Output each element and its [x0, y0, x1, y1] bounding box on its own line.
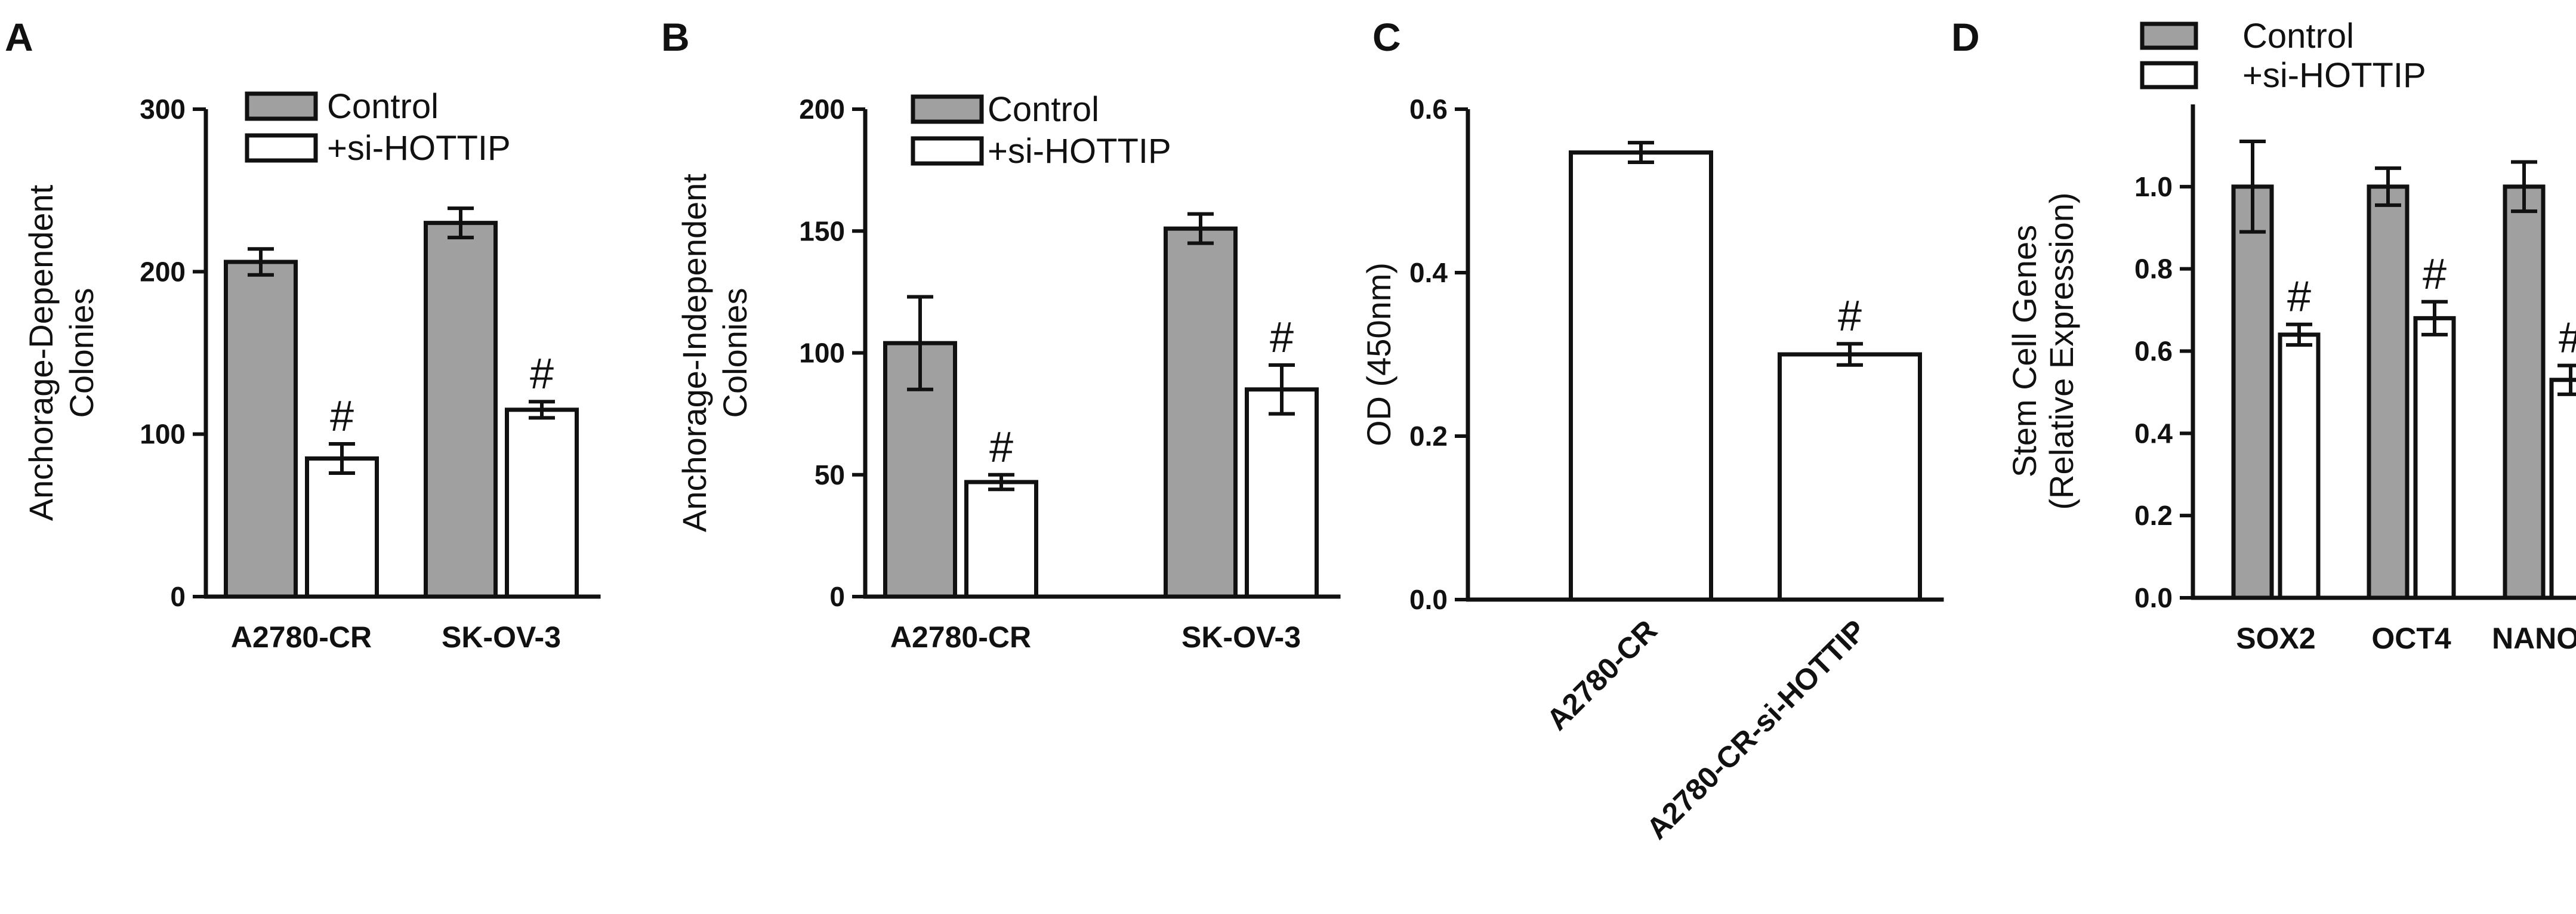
y-axis-label: OD (450nm)	[1360, 263, 1397, 446]
bar	[2503, 184, 2546, 600]
panel-letter: A	[5, 15, 33, 59]
significance-mark: #	[1270, 314, 1294, 362]
x-category-label: SK-OV-3	[1181, 620, 1301, 654]
bar	[2278, 332, 2321, 600]
legend-label: +si-HOTTIP	[327, 129, 511, 168]
legend-swatch	[2140, 61, 2198, 89]
y-tick-label: 0.4	[2134, 418, 2173, 449]
bar	[424, 221, 498, 599]
y-axis-label: Anchorage-Dependent	[22, 184, 60, 521]
y-axis-label: Colonies	[63, 288, 100, 418]
bar	[1164, 226, 1238, 599]
y-tick-label: 150	[799, 215, 845, 246]
significance-mark: #	[1838, 292, 1862, 340]
bar	[1569, 150, 1713, 602]
legend-label: Control	[2242, 17, 2354, 55]
legend-label: +si-HOTTIP	[2242, 56, 2426, 95]
bar	[2413, 316, 2456, 600]
y-tick-label: 100	[140, 419, 186, 450]
bar	[964, 480, 1038, 599]
x-category-label: A2780-CR	[231, 620, 372, 654]
legend-swatch	[245, 91, 318, 121]
x-category-label: A2780-CR	[1540, 613, 1664, 737]
y-tick-label: 0.6	[2134, 336, 2173, 367]
chart-panel-d: D 0.0 0.2 0.4 0.6 0.8 1.0 Stem Cell Genes (Relat…	[1951, 15, 2576, 655]
bar	[2231, 184, 2274, 600]
y-tick-label: 0	[170, 581, 186, 612]
y-tick-label: 300	[140, 94, 186, 125]
x-category-label: NANOG	[2492, 622, 2576, 655]
y-tick-label: 0.6	[1409, 94, 1448, 125]
panel-letter: D	[1951, 15, 1980, 59]
y-axis-label: (Relative Expression)	[2043, 192, 2080, 510]
significance-mark: #	[989, 424, 1013, 471]
chart-panel-c: C 0.0 0.2 0.4 0.6 OD (450nm) # A2780-CRA2780-CR…	[1360, 15, 1944, 845]
y-axis-label: Colonies	[716, 288, 754, 418]
chart-panel-b: B 0 50 100 150 200 Anchorage-Independent Coloni…	[661, 15, 1341, 654]
y-tick-label: 0.4	[1409, 257, 1448, 288]
y-tick-label: 100	[799, 338, 845, 369]
x-category-label: SOX2	[2236, 622, 2315, 655]
legend-swatch	[911, 94, 984, 124]
bar	[505, 407, 579, 599]
y-axis-label: Anchorage-Independent	[675, 174, 713, 532]
y-tick-label: 1.0	[2134, 171, 2173, 202]
bar	[1778, 352, 1922, 602]
legend-label: Control	[327, 87, 439, 126]
bar	[2549, 378, 2576, 600]
y-tick-label: 0.0	[2134, 582, 2173, 613]
significance-mark: #	[330, 393, 354, 440]
legend-label: Control	[988, 90, 1099, 129]
legend-swatch	[911, 136, 984, 166]
bar	[224, 260, 298, 599]
bar	[2367, 184, 2410, 600]
y-axis-label: Stem Cell Genes	[2006, 225, 2043, 477]
legend-swatch	[245, 133, 318, 163]
x-category-label: A2780-CR	[890, 620, 1031, 654]
significance-mark: #	[2559, 314, 2576, 362]
y-tick-label: 0.2	[1409, 421, 1448, 452]
y-tick-label: 0	[829, 581, 845, 612]
y-tick-label: 200	[799, 94, 845, 125]
y-tick-label: 0.8	[2134, 254, 2173, 285]
y-tick-label: 200	[140, 256, 186, 287]
y-tick-label: 50	[815, 459, 845, 490]
significance-mark: #	[2423, 251, 2447, 298]
legend-label: +si-HOTTIP	[988, 132, 1171, 171]
bar	[1245, 387, 1319, 599]
panel-letter: B	[661, 15, 690, 59]
bar	[305, 456, 379, 599]
significance-mark: #	[530, 350, 554, 398]
y-tick-label: 0.2	[2134, 500, 2173, 531]
x-category-label: OCT4	[2371, 622, 2451, 655]
y-tick-label: 0.0	[1409, 584, 1448, 615]
x-category-label: A2780-CR-si-HOTTIP	[1640, 613, 1872, 845]
significance-mark: #	[2287, 273, 2311, 321]
panel-letter: C	[1372, 15, 1401, 59]
x-category-label: SK-OV-3	[442, 620, 561, 654]
legend-swatch	[2140, 21, 2198, 50]
chart-panel-a: A 0 100 200 300 Anchorage-Dependent Colonies # #…	[5, 15, 601, 654]
